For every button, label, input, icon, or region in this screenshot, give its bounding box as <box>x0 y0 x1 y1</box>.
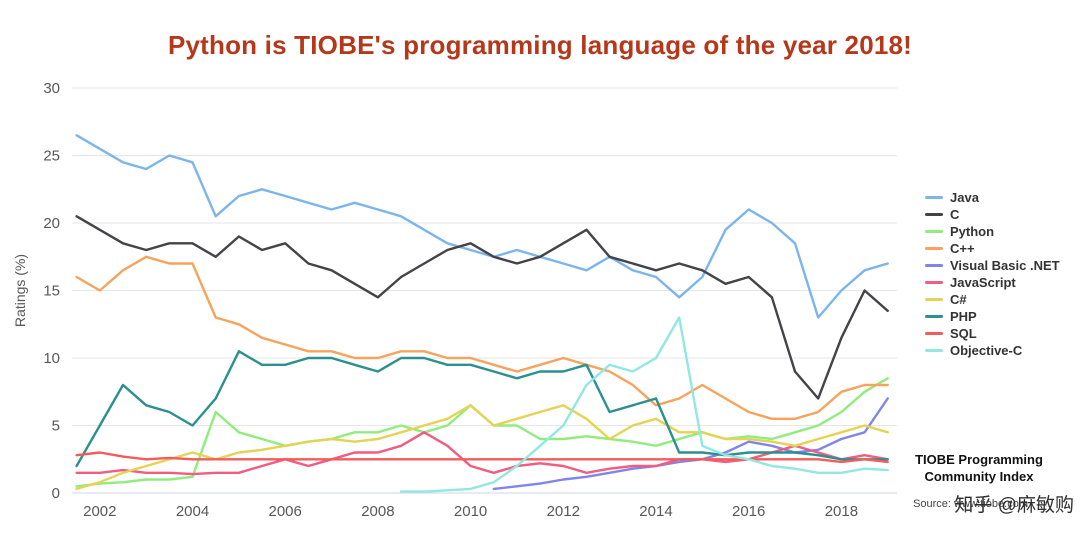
y-tick-label-20: 20 <box>43 215 60 232</box>
legend-swatch-c <box>925 213 943 216</box>
legend-swatch-objective-c <box>925 349 943 352</box>
x-tick-label-2010: 2010 <box>454 503 487 520</box>
series-line-java <box>75 134 889 319</box>
chart-legend: Java C Python C++ Visual Basic .NET JavaScrip… <box>925 189 1060 359</box>
x-tick-label-2006: 2006 <box>269 503 302 520</box>
source-text: Source: www.tiobe.com <box>913 498 1028 510</box>
x-tick-label-2012: 2012 <box>547 503 580 520</box>
series-line-objective-c <box>399 316 889 493</box>
legend-item-sql[interactable]: SQL <box>925 325 1060 342</box>
legend-swatch-java <box>925 196 943 199</box>
legend-item-c[interactable]: C <box>925 206 1060 223</box>
legend-swatch-php <box>925 315 943 318</box>
y-tick-label-0: 0 <box>52 485 60 502</box>
x-tick-label-2008: 2008 <box>361 503 394 520</box>
legend-label-python: Python <box>950 224 995 239</box>
legend-item-c[interactable]: C# <box>925 291 1060 308</box>
legend-swatch-c <box>925 298 943 301</box>
legend-swatch-javascript <box>925 281 943 284</box>
zhihu-watermark: 知乎 @麻敏购 <box>954 495 1074 516</box>
series-line-visual-basic-net <box>492 397 889 491</box>
tiobe-brand-line2: Community Index <box>924 468 1034 484</box>
legend-item-objective-c[interactable]: Objective-C <box>925 342 1060 359</box>
series-line-c <box>75 215 889 400</box>
y-tick-label-5: 5 <box>52 418 60 435</box>
legend-swatch-visual-basic-net <box>925 264 943 267</box>
legend-label-c: C <box>950 207 960 222</box>
legend-label-c: C++ <box>950 241 975 256</box>
legend-label-javascript: JavaScript <box>950 275 1016 290</box>
y-tick-label-25: 25 <box>43 148 60 165</box>
legend-label-visual-basic-net: Visual Basic .NET <box>950 258 1060 273</box>
tiobe-brand-text: TIOBE Programming Community Index <box>894 452 1064 486</box>
series-line-php <box>75 350 889 468</box>
x-tick-label-2016: 2016 <box>732 503 765 520</box>
series-line-c <box>75 255 889 420</box>
legend-item-php[interactable]: PHP <box>925 308 1060 325</box>
y-tick-label-10: 10 <box>43 350 60 367</box>
legend-label-java: Java <box>950 190 979 205</box>
x-tick-label-2018: 2018 <box>825 503 858 520</box>
legend-item-visual-basic-net[interactable]: Visual Basic .NET <box>925 257 1060 274</box>
legend-item-java[interactable]: Java <box>925 189 1060 206</box>
legend-label-c: C# <box>950 292 967 307</box>
legend-item-c[interactable]: C++ <box>925 240 1060 257</box>
legend-swatch-python <box>925 230 943 233</box>
legend-label-sql: SQL <box>950 326 977 341</box>
legend-swatch-sql <box>925 332 943 335</box>
x-tick-label-2014: 2014 <box>639 503 672 520</box>
x-tick-label-2004: 2004 <box>176 503 209 520</box>
legend-item-javascript[interactable]: JavaScript <box>925 274 1060 291</box>
page-title: Python is TIOBE's programming language o… <box>167 30 913 60</box>
legend-label-objective-c: Objective-C <box>950 343 1023 358</box>
y-axis-label: Ratings (%) <box>12 254 28 327</box>
y-tick-label-15: 15 <box>43 283 60 300</box>
tiobe-brand-line1: TIOBE Programming <box>915 452 1043 467</box>
legend-item-python[interactable]: Python <box>925 223 1060 240</box>
x-tick-label-2002: 2002 <box>83 503 116 520</box>
legend-swatch-c <box>925 247 943 250</box>
y-tick-label-30: 30 <box>43 80 60 97</box>
legend-label-php: PHP <box>950 309 977 324</box>
